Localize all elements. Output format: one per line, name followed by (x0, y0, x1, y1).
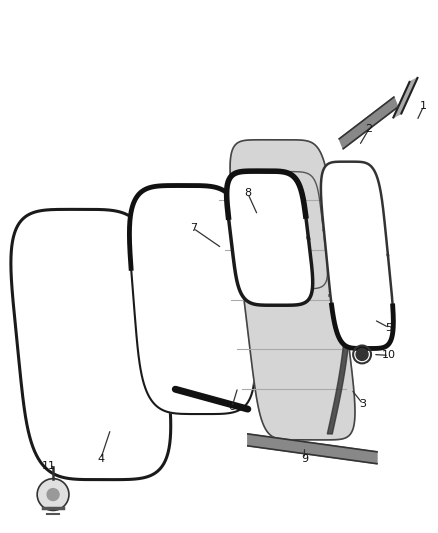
Circle shape (356, 349, 368, 360)
Text: 7: 7 (190, 223, 197, 233)
Circle shape (47, 489, 59, 500)
Text: 5: 5 (385, 322, 392, 333)
Text: 11: 11 (42, 461, 56, 471)
Polygon shape (327, 240, 351, 434)
Text: 10: 10 (382, 350, 396, 360)
Polygon shape (230, 140, 355, 440)
Text: 6: 6 (229, 402, 235, 412)
Circle shape (37, 479, 69, 511)
Polygon shape (321, 161, 393, 349)
Polygon shape (11, 209, 171, 480)
Polygon shape (393, 78, 417, 117)
Text: 2: 2 (365, 124, 373, 134)
Polygon shape (129, 185, 255, 414)
Text: 1: 1 (420, 101, 427, 111)
Polygon shape (226, 171, 313, 305)
Text: 8: 8 (244, 189, 251, 198)
Text: 3: 3 (360, 399, 367, 409)
Text: 4: 4 (97, 454, 104, 464)
Polygon shape (248, 434, 377, 464)
Text: 9: 9 (301, 454, 308, 464)
Polygon shape (339, 97, 398, 149)
